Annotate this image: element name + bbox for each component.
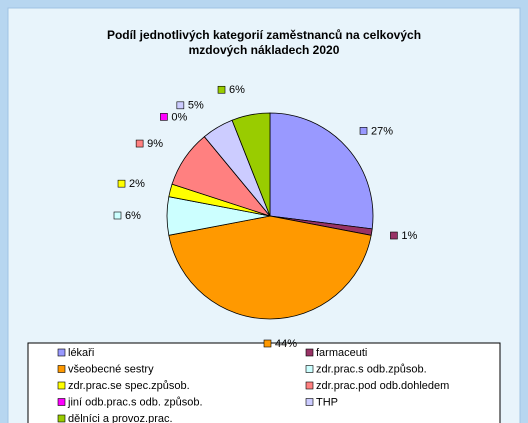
legend-key [57, 414, 66, 423]
label-key [390, 231, 398, 240]
pie-slice [168, 215, 372, 320]
legend-label: všeobecné sestry [68, 363, 154, 375]
legend-label: dělníci a provoz.prac. [68, 413, 173, 423]
legend-label: jiní odb.prac.s odb. způsob. [67, 396, 203, 408]
legend-label: farmaceuti [316, 347, 367, 359]
legend-label: zdr.prac.pod odb.dohledem [316, 380, 449, 392]
legend-key [57, 381, 66, 390]
legend-key [57, 398, 66, 406]
data-label: 27% [371, 125, 393, 137]
legend-key [305, 381, 314, 390]
data-label: 0% [171, 111, 187, 123]
label-key [160, 113, 168, 121]
pie-slice [269, 112, 374, 230]
label-key [135, 139, 144, 148]
label-key [359, 127, 368, 135]
legend-key [305, 348, 314, 357]
legend-label: zdr.prac.se spec.způsob. [68, 380, 190, 392]
label-key [217, 85, 226, 94]
pie-slice [231, 112, 271, 217]
label-key [117, 179, 126, 188]
data-label: 6% [125, 210, 141, 222]
label-key [263, 339, 272, 348]
chart-title: Podíl jednotlivých kategorií zaměstnanců… [106, 28, 422, 57]
data-label: 9% [147, 138, 163, 150]
legend-label: THP [316, 396, 338, 408]
legend-key [57, 365, 66, 373]
data-label: 1% [401, 230, 417, 242]
legend-key [57, 348, 66, 357]
label-key [176, 101, 185, 110]
legend-box [27, 342, 501, 423]
data-label: 5% [188, 100, 204, 112]
legend-key [305, 398, 314, 406]
legend-label: lékaři [68, 347, 94, 359]
legend-key [305, 365, 314, 373]
data-label: 44% [275, 338, 297, 350]
data-label: 2% [129, 178, 145, 190]
legend-label: zdr.prac.s odb.způsob. [316, 363, 427, 375]
data-label: 6% [229, 84, 245, 96]
label-key [113, 211, 122, 220]
